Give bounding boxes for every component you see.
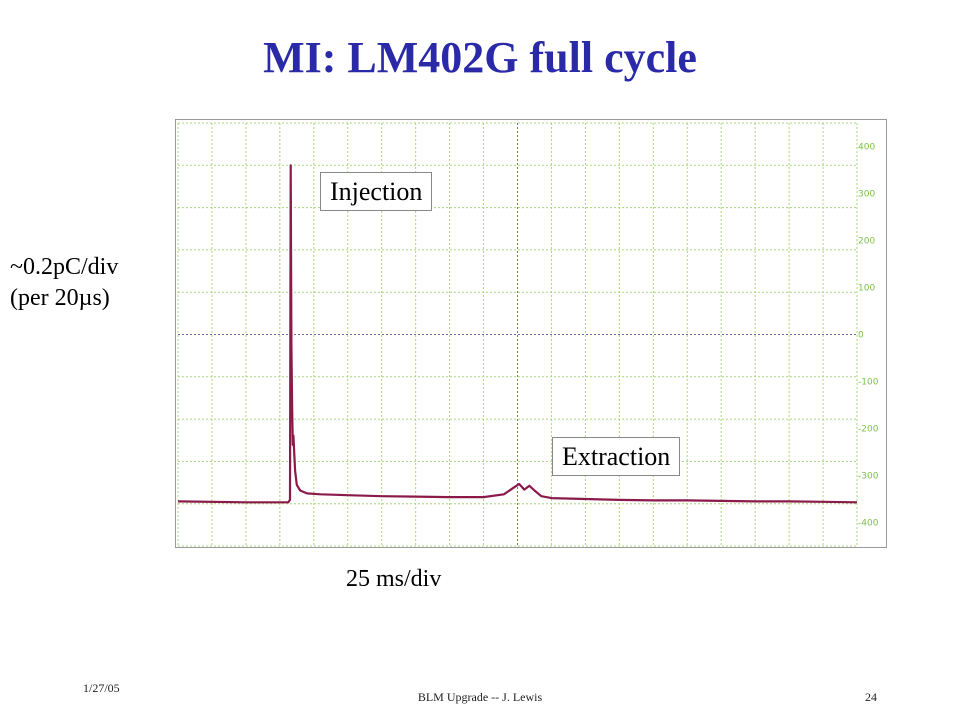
y-tick-label: -300	[858, 472, 879, 482]
y-tick-label: 100	[858, 284, 875, 294]
footer-author: BLM Upgrade -- J. Lewis	[417, 690, 543, 704]
y-tick-label: 200	[858, 237, 875, 247]
y-tick-labels: 400 300 200 100 0 -100 -200 -300 -400	[858, 143, 879, 529]
series-trace	[177, 164, 858, 504]
footer-page-number: 24	[865, 690, 877, 704]
y-tick-label: -200	[858, 425, 879, 435]
slide-title: MI: LM402G full cycle	[263, 33, 697, 82]
oscilloscope-chart: 400 300 200 100 0 -100 -200 -300 -400	[175, 119, 887, 548]
footer-date: 1/27/05	[83, 681, 120, 695]
annotation-injection: Injection	[320, 172, 433, 211]
chart-svg: 400 300 200 100 0 -100 -200 -300 -400	[175, 119, 887, 548]
y-tick-label: -100	[858, 378, 879, 388]
x-axis-label: 25 ms/div	[346, 566, 442, 592]
y-axis-label-line2: (per 20µs)	[10, 285, 110, 311]
y-tick-label: 0	[858, 331, 864, 341]
y-axis-label-line1: ~0.2pC/div	[10, 254, 119, 280]
y-axis-label: ~0.2pC/div (per 20µs)	[10, 252, 118, 314]
annotation-extraction: Extraction	[552, 437, 681, 476]
y-tick-label: 300	[858, 190, 875, 200]
chart-frame	[175, 119, 887, 548]
y-tick-label: 400	[858, 143, 875, 153]
y-tick-label: -400	[858, 519, 879, 529]
